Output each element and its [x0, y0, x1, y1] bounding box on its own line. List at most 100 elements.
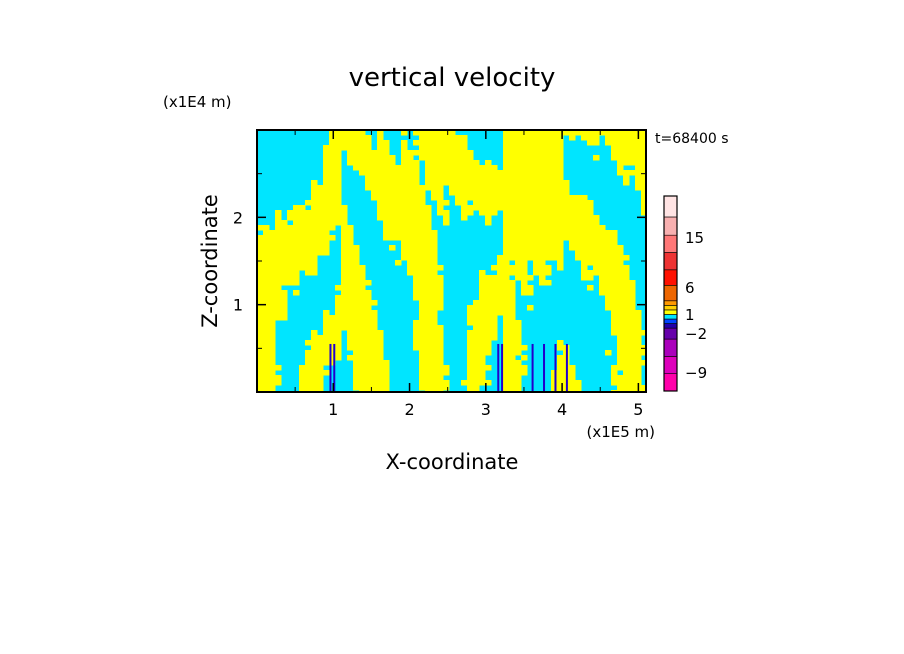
positive-cell — [509, 225, 516, 231]
positive-cell — [629, 370, 636, 376]
positive-cell — [347, 240, 354, 246]
positive-cell — [479, 335, 486, 341]
positive-cell — [587, 275, 594, 281]
positive-cell — [383, 180, 390, 186]
positive-cell — [287, 275, 294, 281]
positive-cell — [293, 265, 300, 271]
positive-cell — [479, 375, 486, 381]
positive-cell — [599, 285, 606, 291]
positive-cell — [359, 290, 366, 296]
positive-cell — [611, 240, 618, 246]
positive-cell — [443, 145, 450, 151]
positive-cell — [293, 220, 300, 226]
positive-cell — [257, 380, 264, 386]
positive-cell — [293, 280, 300, 286]
positive-cell — [635, 380, 642, 386]
positive-cell — [413, 345, 420, 351]
x-tick-label: 4 — [557, 400, 567, 419]
positive-cell — [359, 295, 366, 301]
positive-cell — [287, 210, 294, 216]
positive-cell — [521, 290, 528, 296]
positive-cell — [557, 380, 564, 386]
positive-cell — [449, 135, 456, 141]
positive-cell — [515, 320, 522, 326]
positive-cell — [557, 200, 564, 206]
positive-cell — [377, 195, 384, 201]
positive-cell — [341, 260, 348, 266]
positive-cell — [413, 200, 420, 206]
positive-cell — [383, 170, 390, 176]
positive-cell — [371, 155, 378, 161]
positive-cell — [257, 240, 264, 246]
positive-cell — [365, 160, 372, 166]
positive-cell — [461, 205, 468, 211]
positive-cell — [401, 150, 408, 156]
positive-cell — [287, 240, 294, 246]
positive-cell — [539, 250, 546, 256]
positive-cell — [557, 360, 564, 366]
positive-cell — [419, 320, 426, 326]
positive-cell — [473, 360, 480, 366]
positive-cell — [431, 305, 438, 311]
positive-cell — [257, 260, 264, 266]
positive-cell — [599, 275, 606, 281]
positive-cell — [413, 210, 420, 216]
positive-cell — [455, 170, 462, 176]
positive-cell — [515, 170, 522, 176]
positive-cell — [419, 290, 426, 296]
positive-cell — [551, 250, 558, 256]
colorbar-label: −9 — [685, 364, 707, 382]
positive-cell — [521, 160, 528, 166]
positive-cell — [521, 200, 528, 206]
positive-cell — [479, 270, 486, 276]
positive-cell — [425, 330, 432, 336]
positive-cell — [257, 275, 264, 281]
positive-cell — [503, 260, 510, 266]
positive-cell — [365, 355, 372, 361]
positive-cell — [599, 270, 606, 276]
positive-cell — [329, 155, 336, 161]
positive-cell — [527, 170, 534, 176]
positive-cell — [635, 370, 642, 376]
positive-cell — [473, 315, 480, 321]
positive-cell — [503, 365, 510, 371]
positive-cell — [467, 160, 474, 166]
positive-cell — [341, 225, 348, 231]
positive-cell — [617, 340, 624, 346]
positive-cell — [299, 245, 306, 251]
positive-cell — [557, 210, 564, 216]
positive-cell — [377, 215, 384, 221]
positive-cell — [341, 285, 348, 291]
positive-cell — [311, 210, 318, 216]
positive-cell — [293, 215, 300, 221]
positive-cell — [323, 315, 330, 321]
positive-cell — [545, 215, 552, 221]
positive-cell — [419, 140, 426, 146]
positive-cell — [539, 165, 546, 171]
positive-cell — [419, 345, 426, 351]
positive-cell — [425, 380, 432, 386]
positive-cell — [491, 265, 498, 271]
positive-cell — [629, 285, 636, 291]
positive-cell — [479, 365, 486, 371]
positive-cell — [491, 180, 498, 186]
positive-cell — [371, 360, 378, 366]
positive-cell — [509, 335, 516, 341]
positive-cell — [395, 180, 402, 186]
positive-cell — [335, 355, 342, 361]
positive-cell — [611, 155, 618, 161]
positive-cell — [407, 245, 414, 251]
positive-cell — [353, 285, 360, 291]
positive-cell — [389, 165, 396, 171]
positive-cell — [491, 305, 498, 311]
positive-cell — [419, 130, 426, 136]
positive-cell — [425, 240, 432, 246]
positive-cell — [443, 385, 450, 391]
positive-cell — [497, 255, 504, 261]
positive-cell — [527, 180, 534, 186]
positive-cell — [377, 345, 384, 351]
positive-cell — [473, 205, 480, 211]
positive-cell — [389, 155, 396, 161]
positive-cell — [617, 260, 624, 266]
